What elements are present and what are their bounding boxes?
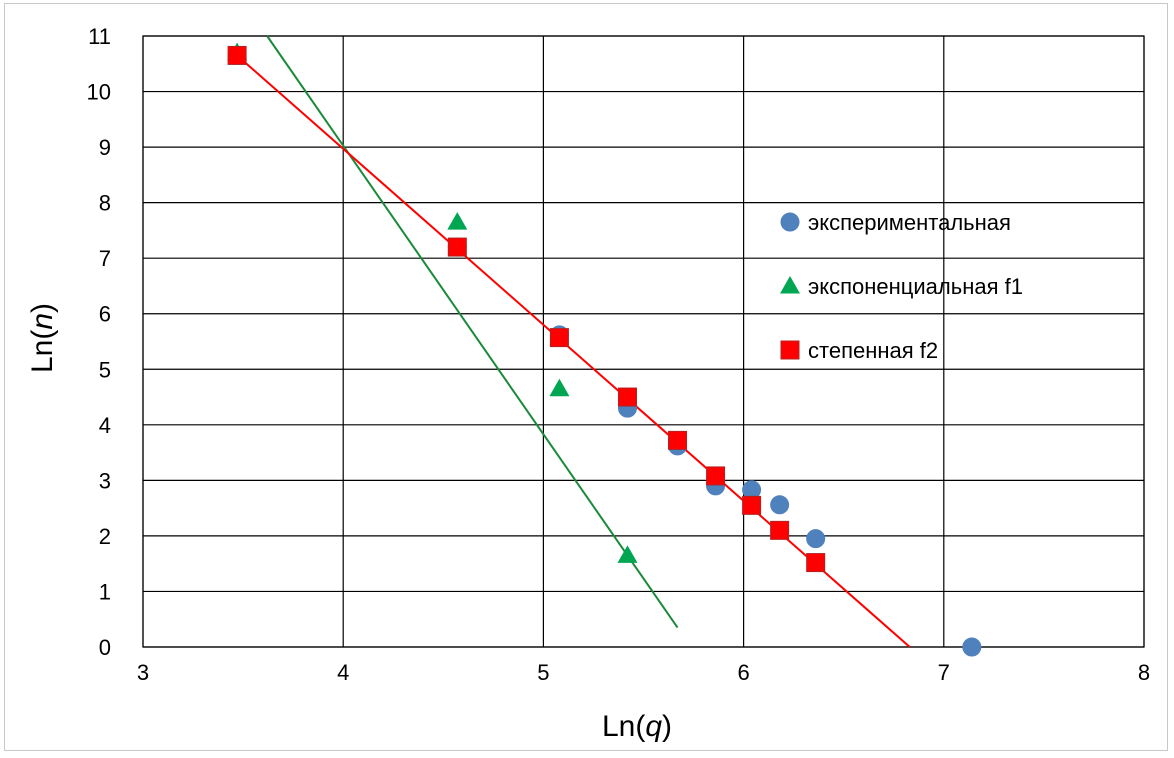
circle-point bbox=[806, 529, 826, 549]
square-point bbox=[549, 328, 569, 348]
legend-label: экспериментальная bbox=[808, 210, 1011, 235]
circle-point bbox=[962, 637, 982, 657]
y-tick-label: 2 bbox=[99, 524, 111, 549]
triangle-point bbox=[447, 212, 468, 230]
y-axis-title-prefix: Ln( bbox=[26, 330, 59, 373]
gridlines bbox=[142, 35, 1145, 648]
x-axis-title-var: q bbox=[645, 710, 662, 743]
square-point bbox=[668, 430, 688, 450]
y-axis-title-var: n bbox=[26, 313, 59, 330]
legend-label: экспоненциальная f1 bbox=[808, 274, 1023, 299]
x-tick-label: 7 bbox=[938, 660, 950, 685]
y-tick-label: 11 bbox=[88, 24, 111, 49]
triangle-point bbox=[549, 378, 570, 397]
legend-square-marker bbox=[780, 340, 800, 360]
y-axis-title-suffix: ) bbox=[26, 303, 59, 313]
x-tick-label: 5 bbox=[537, 660, 549, 685]
triangle-point bbox=[617, 545, 638, 563]
legend-circle-marker bbox=[780, 212, 800, 232]
circle-point bbox=[770, 495, 790, 515]
data-points bbox=[227, 42, 982, 657]
y-tick-label: 10 bbox=[87, 80, 111, 105]
y-tick-label: 9 bbox=[99, 135, 111, 160]
legend: экспериментальная экспоненциальная f1 степ… bbox=[780, 210, 1023, 363]
x-tick-labels: 3 4 5 6 7 8 bbox=[137, 660, 1150, 685]
x-tick-label: 3 bbox=[137, 660, 149, 685]
y-tick-label: 8 bbox=[99, 191, 111, 216]
square-point bbox=[770, 520, 790, 540]
legend-label: степенная f2 bbox=[808, 338, 938, 363]
square-point bbox=[706, 466, 726, 486]
x-axis-title: Ln(q) bbox=[602, 710, 672, 743]
y-tick-labels: 0 1 2 3 4 5 6 7 8 9 10 11 bbox=[87, 24, 111, 660]
y-tick-label: 3 bbox=[99, 468, 111, 493]
x-axis-title-prefix: Ln( bbox=[602, 710, 645, 743]
square-point bbox=[447, 237, 467, 257]
trendlines bbox=[236, 35, 911, 648]
square-point bbox=[617, 387, 637, 407]
y-tick-label: 7 bbox=[99, 246, 111, 271]
y-tick-label: 0 bbox=[99, 635, 111, 660]
x-axis-title-suffix: ) bbox=[662, 710, 672, 743]
y-axis-title: Ln(n) bbox=[26, 303, 59, 373]
trendline bbox=[266, 35, 679, 629]
y-tick-label: 1 bbox=[99, 579, 111, 604]
chart-frame bbox=[4, 3, 1168, 751]
x-tick-label: 8 bbox=[1138, 660, 1150, 685]
y-tick-label: 6 bbox=[99, 302, 111, 327]
square-point bbox=[806, 553, 826, 573]
y-tick-label: 5 bbox=[99, 357, 111, 382]
legend-triangle-marker bbox=[780, 276, 800, 294]
x-tick-label: 6 bbox=[737, 660, 749, 685]
trendline bbox=[236, 54, 911, 648]
y-tick-label: 4 bbox=[99, 413, 111, 438]
square-point bbox=[227, 45, 247, 65]
square-point bbox=[742, 495, 762, 515]
plot-area-border bbox=[142, 35, 1145, 648]
x-tick-label: 4 bbox=[337, 660, 349, 685]
